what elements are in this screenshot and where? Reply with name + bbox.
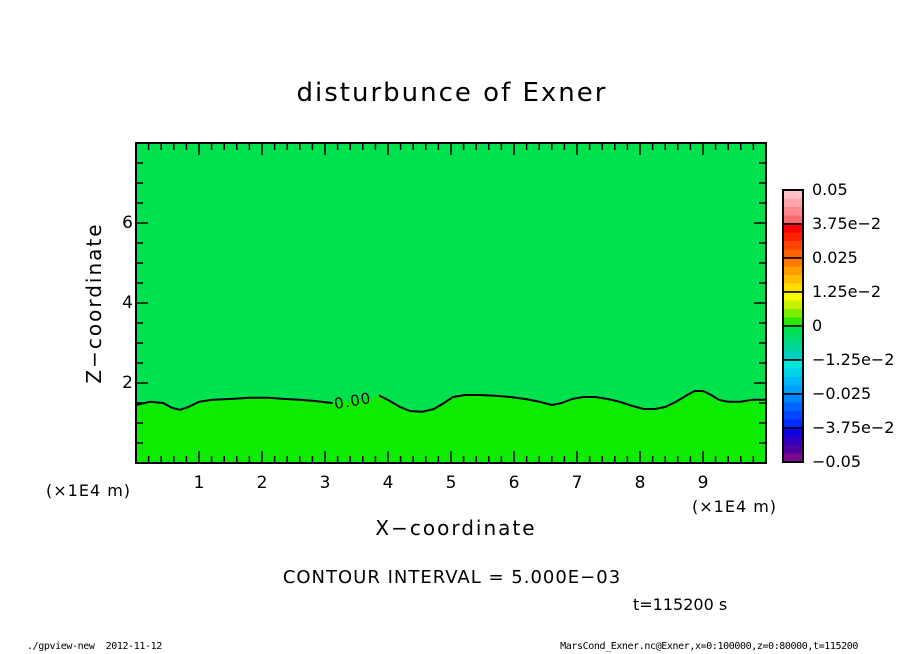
- colorbar-tick-label: −0.05: [812, 452, 862, 471]
- contour-interval-text: CONTOUR INTERVAL = 5.000E−03: [282, 567, 622, 588]
- colorbar-band: [783, 249, 803, 259]
- colorbar-band: [783, 241, 803, 250]
- colorbar-band: [783, 275, 803, 284]
- colorbar-band: [783, 232, 803, 242]
- colorbar-tick-label: 0: [812, 316, 823, 335]
- colorbar-band: [783, 198, 803, 208]
- colorbar-tick-label: 3.75e−2: [812, 214, 882, 233]
- footer-command-text: ./gpview-new 2012-11-12: [27, 641, 162, 652]
- x-axis-unit-right: (×1E4 m): [692, 497, 778, 516]
- x-tick-label: 3: [319, 473, 331, 493]
- time-text: t=115200 s: [633, 595, 728, 614]
- colorbar-band: [783, 317, 803, 327]
- colorbar-band: [783, 453, 803, 463]
- colorbar-band: [783, 258, 803, 267]
- colorbar-band: [783, 411, 803, 420]
- x-tick-label: 4: [382, 473, 394, 493]
- colorbar-band: [783, 394, 803, 403]
- colorbar-band: [783, 215, 803, 225]
- x-tick-label: 6: [508, 473, 520, 493]
- colorbar-tick-label: 0.025: [812, 248, 858, 267]
- colorbar-band: [783, 368, 803, 378]
- x-axis-ticks: [147, 144, 755, 462]
- colorbar-band: [783, 334, 803, 344]
- colorbar-tick-label: 0.05: [812, 180, 848, 199]
- colorbar-band: [783, 283, 803, 293]
- z-tick-label: 2: [122, 373, 133, 393]
- plot-title: disturbunce of Exner: [296, 78, 608, 108]
- zero-contour-line-right: [378, 390, 767, 413]
- footer-source-text: MarsCond_Exner.nc@Exner,x=0:100000,z=0:8…: [560, 641, 858, 652]
- colorbar-band: [783, 300, 803, 310]
- x-tick-label: 5: [445, 473, 457, 493]
- colorbar-tick-label: 1.25e−2: [812, 282, 882, 301]
- field-region-below-contour: [136, 391, 766, 463]
- z-axis-ticks: [137, 162, 765, 444]
- colorbar-band: [783, 428, 803, 437]
- x-tick-label: 2: [256, 473, 268, 493]
- x-tick-label: 1: [193, 473, 205, 493]
- zero-contour-line-left: [135, 396, 333, 411]
- colorbar-band: [783, 360, 803, 369]
- x-axis-label: X−coordinate: [375, 516, 537, 540]
- colorbar-tick-label: −3.75e−2: [812, 418, 895, 437]
- z-tick-label: 6: [122, 213, 133, 233]
- plot-frame: [135, 142, 767, 464]
- colorbar-band: [783, 292, 803, 301]
- colorbar-band: [783, 266, 803, 276]
- x-axis-unit-left: (×1E4 m): [46, 481, 132, 500]
- colorbar-frame: [782, 189, 804, 463]
- colorbar-tick-label: −1.25e−2: [812, 350, 895, 369]
- colorbar-band: [783, 224, 803, 233]
- colorbar-band: [783, 377, 803, 386]
- colorbar-band: [783, 419, 803, 429]
- colorbar-band: [783, 207, 803, 216]
- x-tick-label: 9: [697, 473, 709, 493]
- x-tick-label: 7: [571, 473, 583, 493]
- colorbar-band: [783, 326, 803, 335]
- colorbar-band: [783, 309, 803, 318]
- colorbar-band: [783, 343, 803, 352]
- colorbar-band: [783, 402, 803, 412]
- colorbar-band: [783, 445, 803, 454]
- colorbar-band: [783, 190, 803, 199]
- x-tick-label: 8: [634, 473, 646, 493]
- colorbar-band: [783, 436, 803, 446]
- z-tick-label: 4: [122, 293, 133, 313]
- colorbar-band: [783, 385, 803, 395]
- colorbar-band: [783, 351, 803, 361]
- colorbar-tick-label: −0.025: [812, 384, 872, 403]
